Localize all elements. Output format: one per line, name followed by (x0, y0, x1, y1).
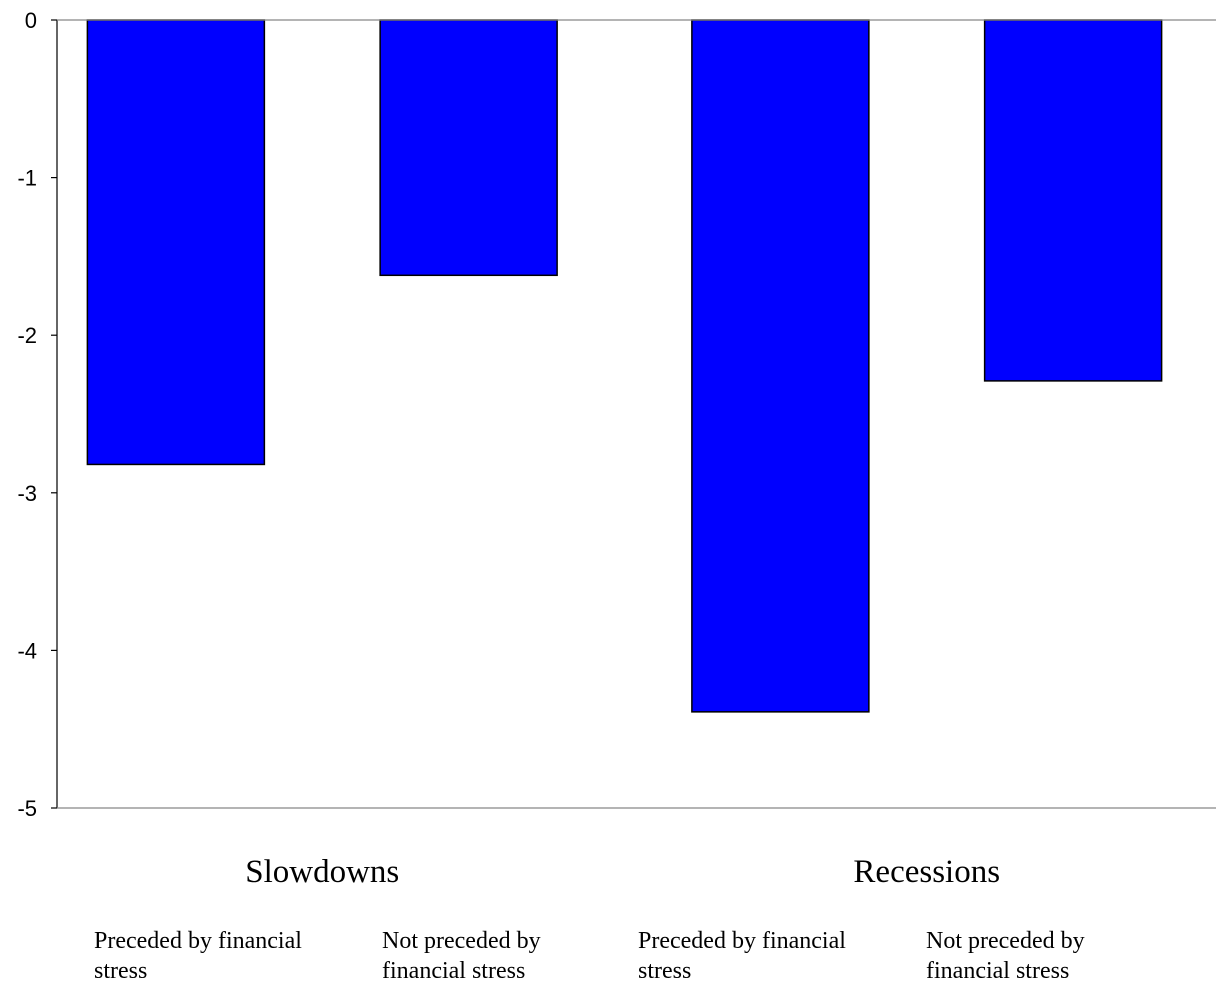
y-tick-label: -2 (17, 323, 37, 348)
category-label: Not preceded by (382, 928, 541, 954)
bar (983, 19, 1163, 382)
group-label: Recessions (853, 854, 1000, 890)
bar (379, 19, 558, 277)
bars (57, 19, 1216, 809)
x-axis-labels: Slowdowns Recessions Preceded by financial… (94, 854, 1085, 983)
category-label: Preceded by financial (94, 928, 302, 954)
y-tick-label: 0 (25, 8, 37, 33)
category-label: financial stress (382, 958, 525, 983)
category-label: Preceded by financial (638, 928, 846, 954)
category-label: stress (638, 958, 691, 983)
category-label: Not preceded by (926, 928, 1085, 954)
bar (86, 19, 266, 466)
y-tick-label: -5 (17, 796, 37, 821)
category-label: financial stress (926, 958, 1069, 983)
y-axis: 0 -1 -2 -3 -4 -5 (17, 8, 58, 821)
y-tick-label: -1 (17, 166, 37, 191)
bar (691, 19, 870, 713)
category-label: stress (94, 958, 147, 983)
group-label: Slowdowns (245, 854, 399, 890)
y-tick-label: -4 (17, 638, 37, 663)
y-tick-label: -3 (17, 481, 37, 506)
